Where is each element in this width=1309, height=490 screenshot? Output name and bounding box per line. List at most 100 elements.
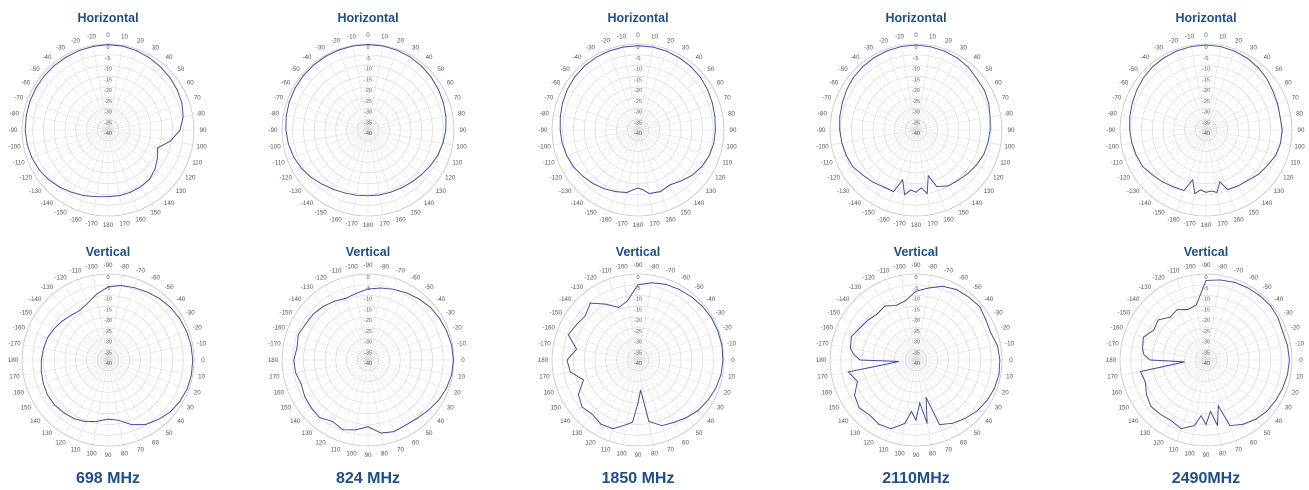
grid-spoke — [637, 114, 723, 131]
angle-tick-label: 160 — [943, 216, 954, 223]
radial-tick-label: -25 — [364, 99, 372, 105]
radial-tick-label: -40 — [104, 361, 112, 367]
angle-tick-label: -70 — [396, 268, 406, 275]
grid-spoke — [1205, 316, 1281, 361]
angle-tick-label: -160 — [329, 216, 342, 223]
grid-spoke — [1205, 49, 1236, 131]
angle-tick-label: -120 — [314, 275, 327, 282]
angle-tick-label: 70 — [945, 446, 952, 453]
grid-spoke — [637, 275, 654, 361]
angle-tick-label: 130 — [984, 188, 995, 195]
angle-tick-label: -140 — [1139, 200, 1152, 207]
grid-spoke — [915, 279, 946, 361]
grid-spoke — [367, 49, 398, 131]
radial-tick-label: -15 — [1202, 77, 1210, 83]
grid-spoke — [52, 359, 109, 427]
horizontal-plot-title: Horizontal — [337, 11, 399, 25]
grid-spoke — [594, 359, 639, 435]
grid-spoke — [849, 74, 917, 131]
angle-tick-label: 90 — [200, 127, 207, 134]
angle-tick-label: 120 — [863, 439, 874, 446]
angle-tick-label: 60 — [717, 80, 724, 87]
grid-spoke — [1125, 359, 1207, 390]
grid-spoke — [915, 129, 991, 174]
angle-tick-label: 100 — [346, 451, 357, 458]
grid-spoke — [1176, 359, 1207, 441]
radial-tick-label: -5 — [106, 286, 111, 292]
angle-tick-label: -110 — [273, 159, 285, 166]
radial-tick-label: -10 — [1202, 67, 1210, 73]
grid-spoke — [107, 359, 152, 435]
grid-spoke — [622, 275, 639, 361]
radiation-pattern-line — [1139, 279, 1290, 430]
angle-tick-label: -170 — [345, 221, 358, 228]
radial-tick-label: -20 — [912, 88, 920, 94]
grid-spoke — [915, 45, 932, 131]
grid-spoke — [107, 49, 138, 131]
angle-tick-label: 160 — [544, 389, 555, 396]
grid-spoke — [352, 129, 369, 215]
angle-tick-label: -110 — [543, 159, 555, 166]
angle-tick-label: -140 — [289, 296, 302, 303]
grid-spoke — [571, 74, 639, 131]
radial-tick-label: -30 — [104, 340, 112, 346]
angle-tick-label: 180 — [1106, 357, 1117, 364]
angle-tick-label: -60 — [1249, 275, 1259, 282]
angle-tick-label: 170 — [269, 373, 280, 380]
angle-tick-label: -160 — [69, 216, 82, 223]
radial-tick-label: -25 — [104, 329, 112, 335]
angle-tick-label: -20 — [723, 325, 733, 332]
vertical-polar-plot: -90 -80-70-60-50-40-30-20-100102030405060… — [268, 262, 467, 459]
angle-tick-label: -170 — [8, 341, 21, 348]
angle-tick-label: -10 — [87, 33, 97, 40]
grid-spoke — [1205, 45, 1222, 131]
grid-spoke — [582, 293, 639, 361]
grid-spoke — [1125, 330, 1207, 361]
grid-spoke — [900, 275, 917, 361]
radiation-pattern-line — [839, 44, 991, 196]
grid-spoke — [915, 49, 946, 131]
angle-tick-label: -80 — [650, 263, 660, 270]
grid-spoke — [367, 344, 453, 361]
grid-spoke — [107, 285, 152, 361]
angle-tick-label: -80 — [928, 263, 938, 270]
radial-tick-label: -5 — [914, 286, 919, 292]
angle-tick-label: -140 — [849, 200, 862, 207]
grid-spoke — [637, 293, 694, 361]
radial-tick-label: -20 — [104, 88, 112, 94]
angle-tick-label: 40 — [437, 418, 444, 425]
grid-spoke — [1162, 359, 1207, 435]
angle-tick-label: 160 — [822, 389, 833, 396]
angle-tick-label: -90 — [539, 127, 549, 134]
grid-spoke — [92, 45, 109, 131]
angle-tick-label: -40 — [984, 296, 994, 303]
angle-tick-label: -170 — [538, 341, 551, 348]
radial-tick-label: -20 — [634, 88, 642, 94]
angle-tick-label: 180 — [911, 222, 922, 229]
angle-tick-label: 30 — [960, 45, 967, 52]
angle-tick-label: 50 — [696, 430, 703, 437]
grid-spoke — [27, 100, 109, 131]
angle-tick-label: 30 — [995, 405, 1002, 412]
grid-spoke — [1176, 49, 1207, 131]
grid-spoke — [637, 359, 654, 445]
angle-tick-label: -150 — [862, 209, 875, 216]
angle-tick-label: -80 — [10, 111, 20, 118]
grid-spoke — [563, 129, 639, 174]
grid-spoke — [1205, 359, 1222, 445]
angle-tick-label: -130 — [301, 284, 314, 291]
angle-tick-label: 40 — [1264, 54, 1271, 61]
angle-tick-label: -70 — [944, 268, 954, 275]
angle-tick-label: 120 — [55, 439, 66, 446]
angle-tick-label: 20 — [1235, 38, 1242, 45]
grid-spoke — [637, 359, 668, 441]
polar-grid: -90 -80-70-60-50-40-30-20-100102030405060… — [8, 262, 207, 459]
angle-tick-label: -80 — [540, 111, 550, 118]
radiation-pattern-line — [559, 45, 716, 195]
grid-spoke — [52, 129, 109, 197]
grid-spoke — [338, 279, 369, 361]
grid-spoke — [1205, 55, 1250, 131]
angle-tick-label: -60 — [959, 275, 969, 282]
angle-tick-label: 140 — [838, 418, 849, 425]
angle-tick-label: 130 — [42, 430, 53, 437]
